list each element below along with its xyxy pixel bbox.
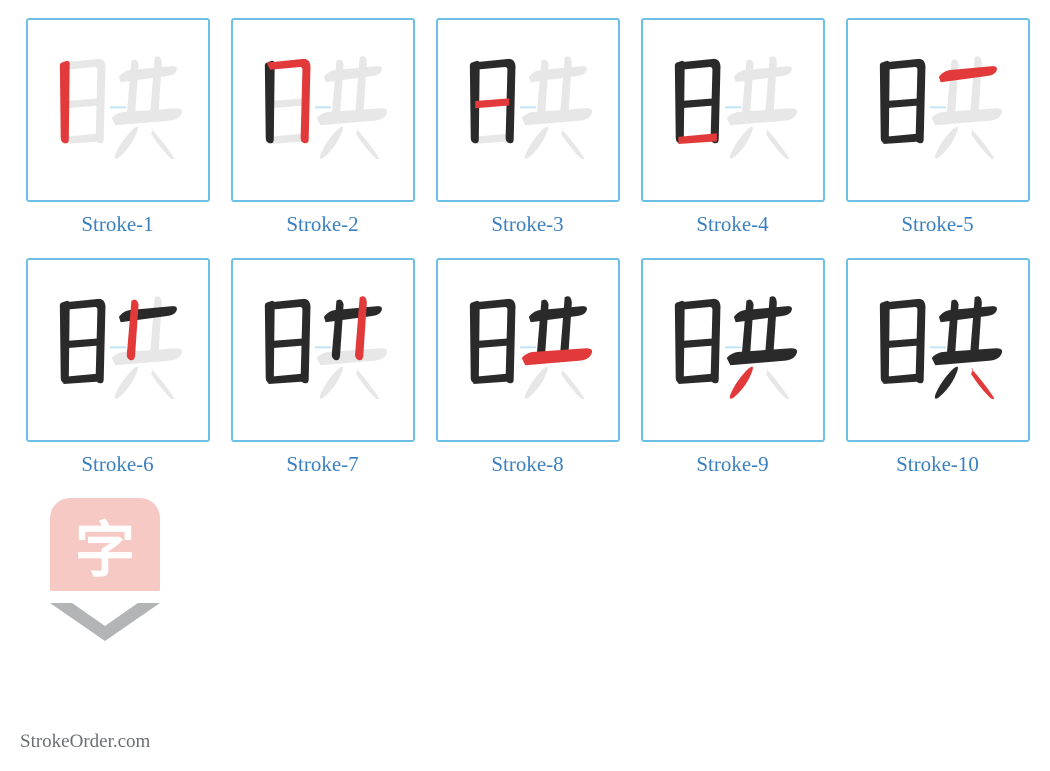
stroke-panel-9 [641, 258, 825, 442]
stroke-cell-1: Stroke-1 [20, 18, 215, 258]
stroke-cell-3: Stroke-3 [430, 18, 625, 258]
stroke-cell-4: Stroke-4 [635, 18, 830, 258]
stroke-label-4: Stroke-4 [696, 212, 768, 237]
stroke-label-5: Stroke-5 [901, 212, 973, 237]
stroke-panel-5 [846, 18, 1030, 202]
stroke-label-2: Stroke-2 [286, 212, 358, 237]
logo-cell: 字 [20, 498, 215, 738]
stroke-panel-10 [846, 258, 1030, 442]
stroke-panel-4 [641, 18, 825, 202]
stroke-label-3: Stroke-3 [491, 212, 563, 237]
stroke-panel-1 [26, 18, 210, 202]
stroke-panel-2 [231, 18, 415, 202]
app-logo: 字 [50, 498, 160, 638]
stroke-label-1: Stroke-1 [81, 212, 153, 237]
stroke-cell-2: Stroke-2 [225, 18, 420, 258]
stroke-label-9: Stroke-9 [696, 452, 768, 477]
stroke-label-10: Stroke-10 [896, 452, 979, 477]
stroke-cell-10: Stroke-10 [840, 258, 1035, 498]
stroke-panel-6 [26, 258, 210, 442]
logo-char: 字 [75, 502, 135, 589]
stroke-label-8: Stroke-8 [491, 452, 563, 477]
stroke-label-6: Stroke-6 [81, 452, 153, 477]
stroke-cell-7: Stroke-7 [225, 258, 420, 498]
stroke-label-7: Stroke-7 [286, 452, 358, 477]
stroke-panel-7 [231, 258, 415, 442]
stroke-panel-3 [436, 18, 620, 202]
stroke-panel-8 [436, 258, 620, 442]
stroke-cell-9: Stroke-9 [635, 258, 830, 498]
watermark-text: StrokeOrder.com [20, 731, 150, 753]
stroke-cell-5: Stroke-5 [840, 18, 1035, 258]
stroke-cell-8: Stroke-8 [430, 258, 625, 498]
stroke-cell-6: Stroke-6 [20, 258, 215, 498]
